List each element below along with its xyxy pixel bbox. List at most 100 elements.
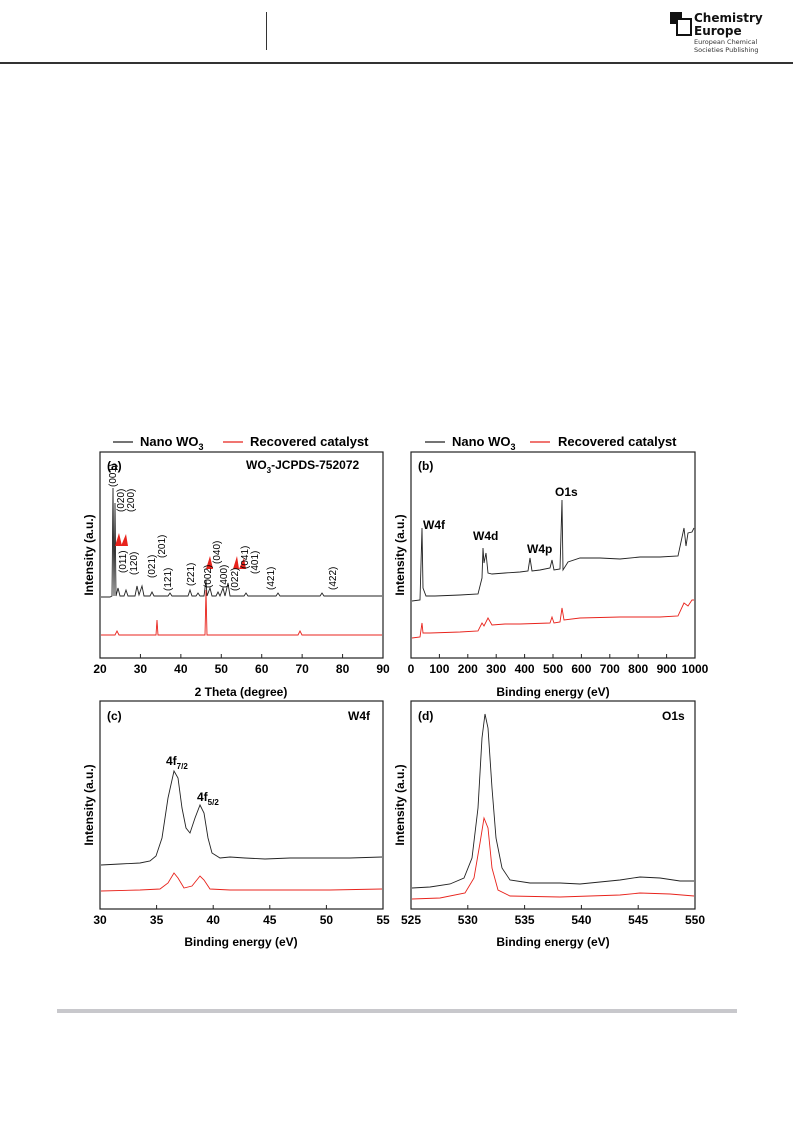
peak-label-020: (020) <box>116 489 127 512</box>
panel-a-recovered-trace <box>101 589 382 636</box>
panel-a-reference: WO3-JCPDS-752072 <box>246 458 360 475</box>
panel-a-xlabel: 2 Theta (degree) <box>195 685 288 699</box>
panel_c-tick-label: 35 <box>150 913 164 927</box>
panel_d-tick-label: 540 <box>571 913 591 927</box>
panel-d-xlabel: Binding energy (eV) <box>496 935 609 949</box>
panel-a-ylabel: Intensity (a.u.) <box>82 514 96 595</box>
panel_d-tick-label: 530 <box>458 913 478 927</box>
legend-right: Nano WO3 Recovered catalyst <box>425 434 677 452</box>
panel_d-tick-label: 535 <box>515 913 535 927</box>
peak-label-021: (021) <box>147 555 158 578</box>
panel_a-tick-label: 30 <box>134 662 148 676</box>
peak-label-400: (400) <box>219 565 230 588</box>
logo-sub-line2: Societies Publishing <box>694 46 759 54</box>
logo-sub-line1: European Chemical <box>694 38 758 46</box>
panel_a-tick-label: 40 <box>174 662 188 676</box>
logo-subtitle: European Chemical Societies Publishing <box>694 38 759 54</box>
panel_c-tick-label: 40 <box>207 913 221 927</box>
panel-d-xticks: 525 530 535 540 545 550 <box>401 905 705 927</box>
peak-label-002: (002) <box>203 565 214 588</box>
peak-label-011: (011) <box>118 550 129 573</box>
panel-c-frame <box>99 700 384 910</box>
annotation-o1s: O1s <box>555 485 578 499</box>
panel_a-tick-label: 80 <box>336 662 350 676</box>
panel-a-arrows <box>115 533 246 569</box>
panel-c-nano-trace <box>100 769 383 866</box>
panel-a-frame <box>99 451 384 659</box>
chemistry-europe-logo: Chemistry Europe European Chemical Socie… <box>670 12 780 58</box>
logo-name-line2: Europe <box>694 24 742 38</box>
panel-d-ylabel: Intensity (a.u.) <box>393 764 407 845</box>
panel-c-ylabel: Intensity (a.u.) <box>82 764 96 845</box>
logo-icon <box>670 12 692 36</box>
panel_c-tick-label: 55 <box>376 913 390 927</box>
panel-b-xticks: 0 100 200 300 400 500 600 700 800 900 1000 <box>408 654 709 676</box>
figure: Nano WO3 Recovered catalyst Nano WO3 Rec… <box>80 428 710 958</box>
header-divider <box>266 12 267 50</box>
peak-label-121: (121) <box>163 568 174 591</box>
panel-b-nano-trace <box>411 499 695 602</box>
peak-label-221: (221) <box>186 563 197 586</box>
peak-label-041: (041) <box>240 546 251 569</box>
peak-label-421: (421) <box>266 567 277 590</box>
panel_b-tick-label: 900 <box>657 662 677 676</box>
panel_b-tick-label: 600 <box>571 662 591 676</box>
panel_a-tick-label: 20 <box>93 662 107 676</box>
panel-d-tag: O1s <box>662 709 685 723</box>
panel_a-tick-label: 90 <box>376 662 390 676</box>
panel-a-label: (a) <box>107 459 122 473</box>
peak-label-120: (120) <box>129 552 140 575</box>
peak-label-040: (040) <box>212 541 223 564</box>
legend-recovered-b: Recovered catalyst <box>558 434 677 449</box>
panel-b-annotations: W4f W4d W4p O1s <box>423 485 578 556</box>
logo-name-line1: Chemistry <box>694 11 763 25</box>
panel-b-frame <box>410 451 696 659</box>
panel_b-tick-label: 100 <box>429 662 449 676</box>
panel_d-tick-label: 545 <box>628 913 648 927</box>
panel-c-tag: W4f <box>348 709 371 723</box>
panel_d-tick-label: 525 <box>401 913 421 927</box>
panel-a-xticks: 20 30 40 50 60 70 80 90 <box>93 654 390 676</box>
panel-c-xlabel: Binding energy (eV) <box>184 935 297 949</box>
panel-d-label: (d) <box>418 709 433 723</box>
figure-svg: Nano WO3 Recovered catalyst Nano WO3 Rec… <box>82 434 709 949</box>
panel_a-tick-label: 60 <box>255 662 269 676</box>
panel_b-tick-label: 1000 <box>682 662 709 676</box>
panel_c-tick-label: 50 <box>320 913 334 927</box>
panel-d-nano-trace <box>411 713 694 889</box>
panel-d-recovered-trace <box>411 816 695 900</box>
panel-b-recovered-trace <box>411 599 694 639</box>
legend-nano-b: Nano WO3 <box>452 434 516 452</box>
peak-label-022: (022) <box>230 568 241 591</box>
panel_b-tick-label: 300 <box>486 662 506 676</box>
panel_a-tick-label: 70 <box>295 662 309 676</box>
annotation-w4d: W4d <box>473 529 498 543</box>
panel-c-xticks: 30 35 40 45 50 55 <box>93 905 390 927</box>
panel-b-label: (b) <box>418 459 433 473</box>
panel-c-peak1: 4f7/2 <box>166 754 188 771</box>
panel-a-nano-trace <box>101 487 382 598</box>
panel_c-tick-label: 45 <box>263 913 277 927</box>
peak-label-200: (200) <box>126 489 137 512</box>
panel-a-peak-labels: (001) (020) (200) (011) (120) (021) (201… <box>108 464 339 591</box>
annotation-w4p: W4p <box>527 542 552 556</box>
panel_b-tick-label: 0 <box>408 662 415 676</box>
legend-left: Nano WO3 Recovered catalyst <box>113 434 369 452</box>
footer-rule <box>57 1009 737 1013</box>
panel_b-tick-label: 200 <box>458 662 478 676</box>
peak-label-001: (001) <box>108 464 119 487</box>
panel_b-tick-label: 400 <box>515 662 535 676</box>
header-rule <box>0 62 793 64</box>
page-header: Chemistry Europe European Chemical Socie… <box>0 0 793 64</box>
panel_b-tick-label: 700 <box>600 662 620 676</box>
peak-label-422: (422) <box>328 567 339 590</box>
panel-b-ylabel: Intensity (a.u.) <box>393 514 407 595</box>
panel_d-tick-label: 550 <box>685 913 705 927</box>
panel-c-label: (c) <box>107 709 122 723</box>
peak-label-401: (401) <box>250 551 261 574</box>
panel-c-peak2: 4f5/2 <box>197 790 219 807</box>
legend-recovered: Recovered catalyst <box>250 434 369 449</box>
panel_b-tick-label: 800 <box>628 662 648 676</box>
panel_a-tick-label: 50 <box>215 662 229 676</box>
panel-c-recovered-trace <box>100 872 383 892</box>
